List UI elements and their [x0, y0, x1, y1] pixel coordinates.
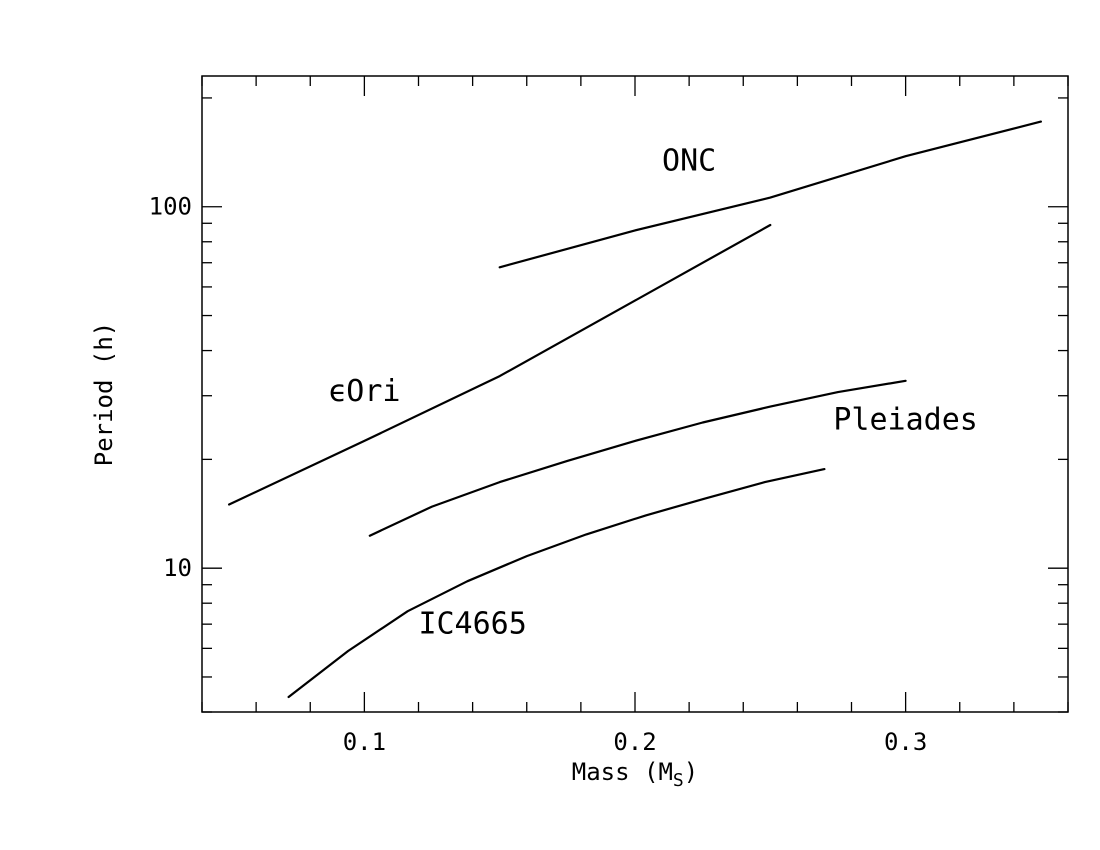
series-label-pleiades: Pleiades: [833, 402, 978, 437]
series-labels: ONC ϵOri Pleiades IC4665: [328, 143, 978, 641]
axis-ticks: [201, 76, 1069, 713]
y-axis-label: Period (h): [90, 322, 118, 467]
x-tick-label: 0.2: [613, 728, 656, 756]
series-label--ori: ϵOri: [328, 374, 400, 409]
series-line--ori: [228, 223, 772, 506]
x-axis-label: Mass (MS): [572, 758, 698, 791]
y-tick-label: 100: [149, 193, 192, 221]
series-line-ic4665: [287, 468, 826, 699]
y-tick-label: 10: [163, 554, 192, 582]
series-label-ic4665: IC4665: [418, 606, 526, 641]
series-line-onc: [498, 120, 1043, 269]
x-tick-label: 0.3: [884, 728, 927, 756]
x-tick-label: 0.1: [343, 728, 386, 756]
series-label-onc: ONC: [662, 143, 716, 178]
series-lines: [228, 120, 1043, 699]
tick-labels: 0.1 0.2 0.3 10 100: [149, 193, 928, 756]
series-line-pleiades: [368, 379, 907, 537]
